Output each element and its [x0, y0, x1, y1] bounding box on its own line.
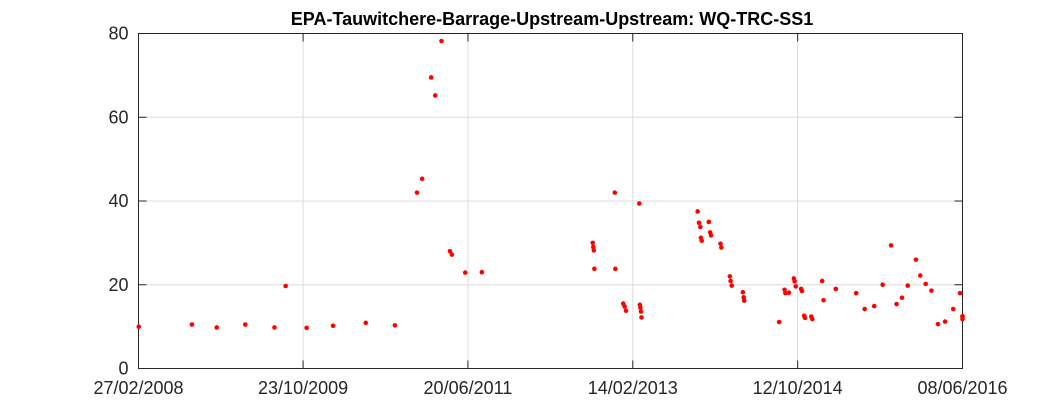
- data-point: [833, 286, 839, 292]
- data-point: [905, 283, 911, 288]
- data-point: [243, 322, 248, 327]
- data-point: [729, 283, 735, 288]
- data-point: [136, 324, 142, 329]
- x-tick-label: 12/10/2014: [753, 378, 843, 398]
- data-point: [880, 282, 885, 288]
- data-point: [447, 248, 453, 254]
- data-point: [698, 224, 703, 230]
- data-point: [623, 308, 629, 314]
- data-point: [189, 322, 195, 327]
- data-point: [695, 209, 700, 214]
- x-tick-label: 27/02/2008: [93, 378, 183, 398]
- data-point: [960, 316, 965, 322]
- data-point: [392, 323, 398, 328]
- data-point: [612, 190, 618, 195]
- data-point: [929, 288, 934, 293]
- data-point: [810, 316, 815, 322]
- data-point: [783, 290, 788, 296]
- y-axis-tick-labels: 0 20 40 60 80: [108, 24, 128, 379]
- data-point: [591, 248, 597, 253]
- data-point: [613, 266, 618, 272]
- y-tick-label: 20: [108, 275, 128, 295]
- data-point: [821, 297, 826, 303]
- data-points: [136, 38, 965, 331]
- data-point: [639, 315, 644, 320]
- data-point: [428, 75, 434, 80]
- data-point: [950, 306, 956, 312]
- data-point: [419, 176, 425, 182]
- data-point: [741, 298, 747, 303]
- data-point: [740, 289, 746, 295]
- axis-ticks: [138, 33, 963, 369]
- data-point: [214, 325, 220, 330]
- data-point: [917, 273, 923, 278]
- data-point: [638, 305, 643, 311]
- data-point: [719, 245, 724, 250]
- data-point: [696, 220, 702, 226]
- data-point: [942, 319, 948, 324]
- data-point: [449, 252, 455, 257]
- y-tick-label: 40: [108, 191, 128, 211]
- data-point: [888, 243, 894, 248]
- data-point: [913, 257, 919, 262]
- data-point: [699, 238, 705, 244]
- y-tick-label: 0: [118, 359, 128, 379]
- data-point: [899, 295, 905, 301]
- data-point: [935, 321, 941, 327]
- data-point: [283, 283, 288, 289]
- x-tick-label: 20/06/2011: [424, 378, 513, 398]
- x-tick-label: 14/02/2013: [588, 378, 678, 398]
- data-point: [957, 290, 963, 296]
- data-point: [622, 304, 627, 309]
- data-point: [786, 290, 792, 296]
- data-point: [479, 269, 485, 275]
- data-point: [363, 320, 369, 326]
- data-point: [728, 278, 733, 284]
- data-point: [590, 240, 596, 246]
- data-point: [802, 315, 808, 321]
- data-point: [708, 233, 714, 238]
- data-point: [776, 319, 782, 325]
- data-point: [862, 306, 867, 312]
- data-point: [718, 241, 723, 247]
- data-point: [819, 278, 825, 284]
- data-point: [272, 325, 277, 330]
- x-tick-label: 08/06/2016: [917, 378, 1007, 398]
- data-point: [439, 38, 444, 44]
- grid-lines: [138, 33, 963, 369]
- data-point: [792, 279, 797, 284]
- y-tick-label: 60: [108, 107, 128, 127]
- data-point: [853, 290, 859, 296]
- data-point: [638, 309, 644, 314]
- chart-title: EPA-Tauwitchere-Barrage-Upstream-Upstrea…: [291, 9, 813, 29]
- data-point: [706, 219, 712, 225]
- data-point: [592, 266, 597, 272]
- data-point: [923, 281, 929, 287]
- data-point: [462, 270, 468, 275]
- data-point: [432, 93, 438, 98]
- data-point: [799, 288, 805, 294]
- data-point: [304, 325, 309, 331]
- data-point: [871, 303, 877, 309]
- x-tick-label: 23/10/2009: [258, 378, 348, 398]
- data-point: [330, 323, 336, 329]
- x-axis-tick-labels: 27/02/2008 23/10/2009 20/06/2011 14/02/2013…: [93, 378, 1007, 398]
- y-tick-label: 80: [108, 24, 128, 44]
- data-point: [727, 274, 733, 279]
- data-point: [894, 301, 899, 307]
- data-point: [793, 284, 799, 289]
- data-point: [414, 190, 420, 195]
- data-point: [637, 201, 642, 206]
